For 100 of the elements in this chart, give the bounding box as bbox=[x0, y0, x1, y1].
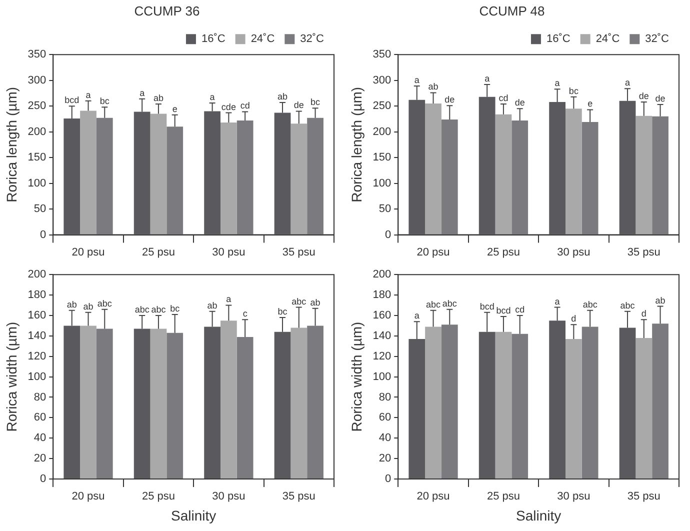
x-tick-label: 30 psu bbox=[557, 246, 590, 258]
legend-label: 24˚C bbox=[596, 33, 620, 46]
y-tick-label: 80 bbox=[378, 391, 392, 404]
data-label: ab bbox=[655, 295, 666, 306]
data-label: abc bbox=[292, 296, 307, 306]
y-tick-label: 100 bbox=[372, 177, 392, 190]
y-tick-label: 20 bbox=[378, 452, 392, 465]
y-tick-label: 200 bbox=[28, 126, 46, 138]
x-tick-label: 25 psu bbox=[486, 246, 520, 258]
data-label: a bbox=[625, 78, 630, 88]
data-label: a bbox=[484, 73, 490, 84]
x-tick-label: 20 psu bbox=[416, 246, 450, 258]
data-label: cd bbox=[240, 100, 250, 111]
y-tick-label: 60 bbox=[34, 412, 46, 424]
y-axis-title: Rorica width (µm) bbox=[3, 322, 20, 432]
data-label: abc bbox=[97, 298, 112, 308]
x-tick-label: 20 psu bbox=[72, 490, 105, 503]
y-axis-title: Rorica width (µm) bbox=[348, 322, 364, 432]
x-axis-title: Salinity bbox=[171, 507, 216, 524]
legend-label: 16˚C bbox=[546, 33, 570, 46]
x-tick-label: 30 psu bbox=[557, 490, 590, 503]
x-tick-label: 35 psu bbox=[627, 246, 660, 258]
x-tick-label: 25 psu bbox=[142, 246, 175, 258]
data-label: a bbox=[414, 74, 420, 85]
data-label: ab bbox=[83, 301, 94, 312]
data-label: bc bbox=[568, 86, 579, 96]
data-label: a bbox=[554, 78, 560, 88]
y-tick-label: 350 bbox=[28, 48, 46, 61]
data-label: bc bbox=[310, 97, 321, 108]
y-axis-title: Rorica length (µm) bbox=[3, 86, 20, 202]
y-tick-label: 40 bbox=[378, 432, 392, 444]
y-tick-label: 150 bbox=[372, 152, 392, 164]
data-label: d bbox=[641, 308, 646, 319]
y-tick-label: 20 bbox=[34, 452, 46, 465]
data-label: a bbox=[554, 296, 560, 306]
data-label: c bbox=[242, 308, 248, 319]
x-tick-label: 25 psu bbox=[142, 490, 175, 503]
y-tick-label: 120 bbox=[28, 350, 46, 362]
chart-title: CCUMP 36 bbox=[134, 3, 200, 18]
x-tick-label: 20 psu bbox=[72, 246, 105, 258]
x-tick-label: 20 psu bbox=[416, 490, 450, 503]
x-tick-label: 30 psu bbox=[212, 246, 246, 258]
data-label: de bbox=[514, 98, 525, 108]
y-tick-label: 160 bbox=[372, 310, 392, 322]
data-label: ab bbox=[310, 297, 320, 308]
data-label: de bbox=[294, 100, 304, 110]
data-label: ab bbox=[207, 300, 218, 310]
y-tick-label: 0 bbox=[385, 473, 392, 486]
x-tick-label: 35 psu bbox=[282, 246, 316, 258]
data-label: bc bbox=[170, 303, 180, 314]
legend-label: 24˚C bbox=[250, 33, 275, 46]
y-tick-label: 0 bbox=[40, 473, 46, 486]
y-tick-label: 180 bbox=[28, 289, 46, 302]
y-tick-label: 300 bbox=[372, 74, 392, 86]
data-label: de bbox=[444, 94, 455, 105]
data-label: cd bbox=[515, 304, 525, 314]
data-label: abc bbox=[620, 300, 636, 310]
data-label: bc bbox=[100, 96, 110, 106]
y-tick-label: 300 bbox=[28, 74, 46, 86]
y-tick-label: 100 bbox=[28, 177, 46, 190]
data-label: abc bbox=[151, 304, 166, 314]
y-tick-label: 120 bbox=[372, 350, 392, 362]
data-label: bcd bbox=[496, 305, 511, 316]
y-tick-label: 200 bbox=[372, 126, 392, 138]
data-label: ab bbox=[66, 299, 77, 310]
x-tick-label: 25 psu bbox=[486, 490, 520, 503]
data-label: e bbox=[588, 98, 593, 109]
data-label: a bbox=[414, 310, 420, 321]
data-label: e bbox=[172, 104, 178, 114]
x-tick-label: 30 psu bbox=[212, 490, 246, 503]
y-tick-label: 100 bbox=[28, 370, 46, 383]
data-label: ab bbox=[428, 82, 438, 92]
x-tick-label: 35 psu bbox=[627, 490, 660, 503]
data-label: a bbox=[86, 90, 91, 100]
y-tick-label: 0 bbox=[40, 228, 46, 241]
data-label: a bbox=[226, 294, 232, 304]
data-label: cd bbox=[498, 93, 508, 104]
data-label: bcd bbox=[64, 95, 80, 106]
y-tick-label: 40 bbox=[34, 432, 46, 444]
chart-title: CCUMP 48 bbox=[479, 3, 545, 18]
legend-label: 32˚C bbox=[645, 33, 670, 46]
data-label: a bbox=[210, 92, 215, 102]
y-tick-label: 200 bbox=[28, 268, 46, 281]
data-label: ab bbox=[153, 93, 164, 104]
data-label: ab bbox=[278, 91, 288, 102]
data-label: d bbox=[571, 314, 576, 324]
y-tick-label: 60 bbox=[378, 412, 392, 424]
y-tick-label: 150 bbox=[28, 152, 46, 164]
y-tick-label: 350 bbox=[372, 48, 392, 61]
y-tick-label: 180 bbox=[372, 289, 392, 302]
y-axis-title: Rorica length (µm) bbox=[348, 86, 364, 202]
x-tick-label: 35 psu bbox=[282, 490, 316, 503]
data-label: bcd bbox=[480, 301, 494, 312]
data-label: bc bbox=[278, 306, 288, 317]
y-tick-label: 160 bbox=[28, 310, 46, 322]
y-tick-label: 200 bbox=[372, 268, 392, 281]
data-label: a bbox=[140, 88, 145, 98]
data-label: abc bbox=[134, 304, 150, 314]
y-tick-label: 140 bbox=[28, 330, 46, 342]
x-axis-title: Salinity bbox=[516, 507, 562, 524]
